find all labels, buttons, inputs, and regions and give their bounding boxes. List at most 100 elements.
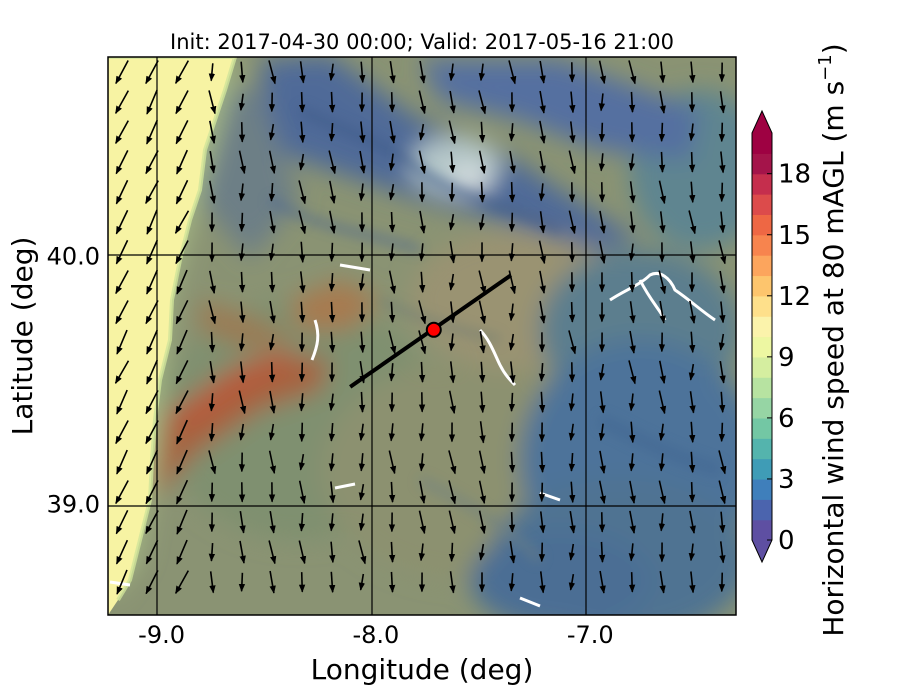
colorbar-tick-label: 15 <box>778 221 811 251</box>
wind-arrow <box>508 303 516 322</box>
wind-arrow <box>629 510 636 534</box>
wind-arrow <box>569 481 576 504</box>
wind-arrow <box>358 273 366 292</box>
wind-arrow <box>448 273 456 291</box>
wind-arrow <box>418 330 427 355</box>
wind-arrow <box>568 393 576 412</box>
wind-arrow <box>598 122 606 143</box>
wind-arrow <box>115 209 129 235</box>
wind-arrow <box>539 60 546 84</box>
wind-arrow <box>115 120 129 145</box>
wind-arrow <box>145 150 159 175</box>
wind-arrow <box>478 450 487 475</box>
wind-arrow <box>268 271 276 293</box>
ocean-region <box>108 57 235 615</box>
wind-arrow <box>628 153 636 172</box>
wind-arrow <box>115 509 129 535</box>
wind-arrow <box>508 60 517 85</box>
wind-arrow <box>598 60 607 85</box>
wind-arrow <box>268 150 277 175</box>
wind-arrow <box>146 209 158 235</box>
wind-arrow <box>175 149 189 175</box>
wind-arrow <box>388 450 397 475</box>
wind-arrow <box>388 330 397 355</box>
wind-arrow <box>419 60 426 84</box>
wind-arrow <box>508 422 516 443</box>
wind-arrow <box>268 60 277 85</box>
wind-arrow <box>419 210 426 234</box>
wind-arrow <box>268 362 276 383</box>
wind-arrow <box>479 331 486 354</box>
wind-arrow <box>269 210 276 234</box>
wind-arrow <box>208 63 216 82</box>
wind-arrow <box>689 331 696 354</box>
wind-arrow <box>388 92 396 113</box>
colorbar-segment <box>752 316 772 338</box>
wind-arrow <box>719 91 726 114</box>
wind-arrow <box>328 63 336 82</box>
wind-arrow <box>175 299 189 325</box>
wind-arrow <box>268 182 276 202</box>
wind-arrow <box>418 423 426 442</box>
wind-arrow <box>115 149 129 175</box>
wind-arrow <box>358 423 366 442</box>
wind-arrow <box>116 389 128 415</box>
wind-arrow <box>389 120 396 144</box>
wind-arrow <box>175 359 189 385</box>
wind-arrow <box>628 393 636 412</box>
wind-arrow <box>176 329 188 355</box>
y-axis-label: Latitude (deg) <box>6 237 39 436</box>
colorbar-label-exponent: −1 <box>815 54 836 81</box>
wind-arrow <box>115 539 129 565</box>
wind-arrow <box>538 482 546 503</box>
wind-arrow <box>688 363 696 381</box>
wind-arrow <box>538 183 546 202</box>
wind-arrow <box>599 391 606 414</box>
wind-arrow <box>145 449 159 475</box>
wind-arrow <box>388 423 396 442</box>
wind-arrow <box>448 213 456 231</box>
wind-arrow <box>329 210 336 234</box>
wind-arrow <box>115 480 129 505</box>
wind-arrow <box>568 573 576 591</box>
colorbar-tick-label: 3 <box>778 465 795 495</box>
wind-arrow <box>146 269 158 295</box>
wind-arrow <box>509 541 516 564</box>
wind-arrow <box>114 360 130 384</box>
y-tick-label: 39.0 <box>47 490 100 518</box>
wind-arrow <box>328 242 336 262</box>
wind-arrow <box>175 240 189 265</box>
wind-arrow <box>328 423 336 442</box>
colorbar-segment <box>752 133 772 154</box>
wind-arrow <box>145 239 159 265</box>
wind-arrow <box>358 513 366 532</box>
wind-arrow <box>478 150 487 175</box>
wind-arrow <box>174 60 190 85</box>
wind-arrow <box>658 423 666 442</box>
wind-arrow <box>658 151 666 173</box>
x-tick-label: -9.0 <box>138 621 185 649</box>
wind-arrow <box>539 571 546 594</box>
wind-arrow <box>238 150 247 175</box>
wind-arrow <box>448 63 456 82</box>
wind-arrow <box>659 61 666 84</box>
wind-arrow <box>418 453 426 472</box>
wind-arrow <box>538 391 546 413</box>
wind-arrow <box>628 453 636 472</box>
wind-arrow <box>238 333 246 352</box>
wind-arrow <box>449 241 456 264</box>
wind-arrow <box>419 271 426 294</box>
wind-arrow <box>688 543 696 562</box>
wind-arrow <box>628 543 636 562</box>
wind-arrow <box>145 180 159 205</box>
wind-arrow <box>568 242 576 263</box>
wind-arrow <box>268 243 276 262</box>
wind-arrow <box>298 453 306 471</box>
wind-arrow <box>598 363 606 381</box>
wind-arrow <box>298 153 306 171</box>
wind-arrow <box>145 420 159 445</box>
wind-arrow <box>388 243 396 262</box>
colorbar-tick-label: 0 <box>778 526 795 556</box>
wind-arrow <box>539 300 546 324</box>
wind-arrow <box>208 450 217 475</box>
